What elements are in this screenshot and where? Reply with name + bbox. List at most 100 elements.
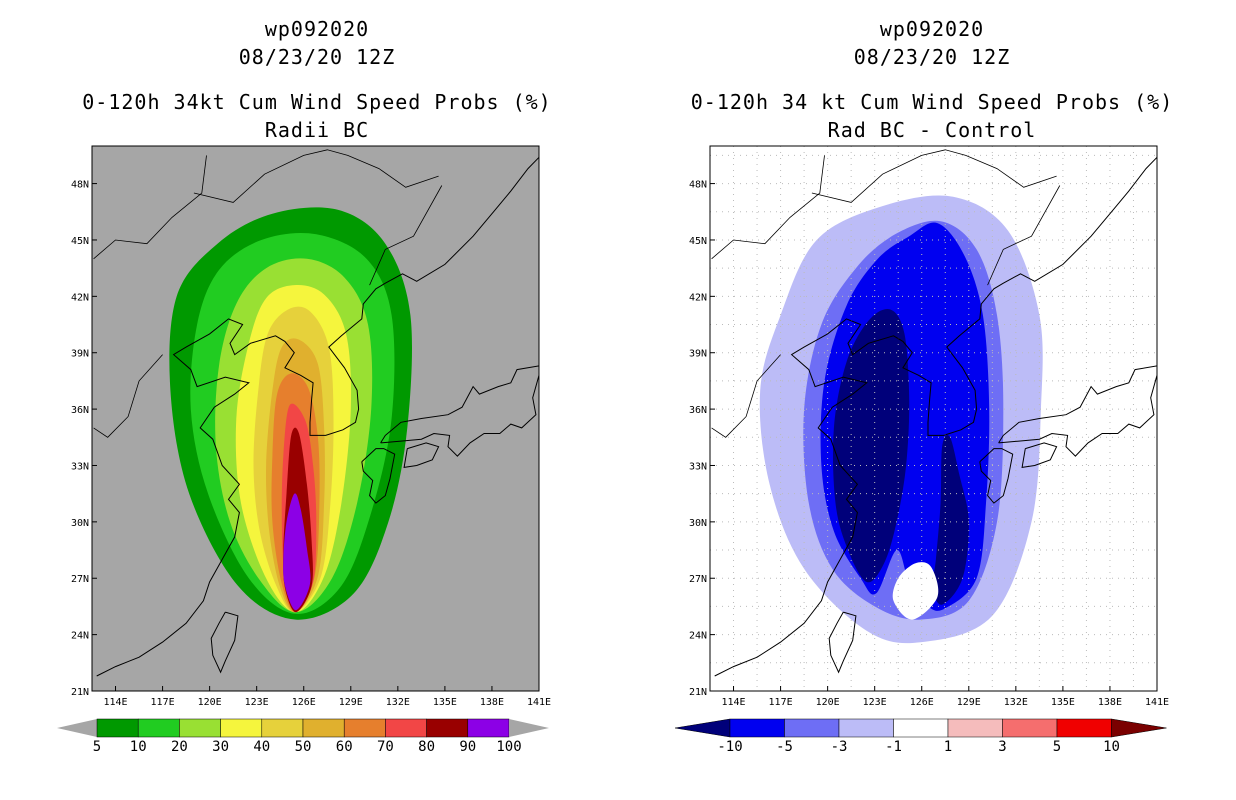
coastline [210, 611, 239, 674]
colorbar-swatch [96, 718, 139, 738]
coastline [714, 156, 1157, 677]
colorbar-swatch [261, 718, 304, 738]
lat-label: 48N [71, 180, 89, 191]
lat-label: 36N [71, 405, 89, 416]
product-title: 0-120h 34 kt Cum Wind Speed Probs (%) [690, 90, 1174, 114]
subtitle: Radii BC [264, 118, 370, 142]
lat-label: 33N [689, 461, 707, 472]
lat-label: 24N [689, 631, 707, 642]
colorbar-label: 100 [496, 739, 521, 755]
diff-near-zero [892, 562, 939, 620]
difference-map: 48N 45N 42N 39N 36N 33N 30N 27N 24N 21N 114E 117E 12… [674, 145, 1169, 755]
colorbar-swatch [137, 718, 180, 738]
coastline [1021, 442, 1058, 468]
colorbar-label: 20 [171, 739, 188, 755]
colorbar-label: -10 [717, 739, 742, 755]
colorbar-label: -1 [885, 739, 902, 755]
lat-label: 30N [71, 518, 89, 529]
storm-id: wp092020 [264, 17, 370, 41]
colorbar-label: 5 [1053, 739, 1061, 755]
colorbar-label: 5 [93, 739, 101, 755]
lat-label: 24N [71, 631, 89, 642]
coastline [403, 442, 440, 468]
colorbar-swatch [385, 718, 427, 738]
border-line [711, 354, 781, 438]
diff-contour-dark-west [832, 308, 910, 583]
colorbar-swatch [784, 718, 840, 738]
lat-label: 36N [689, 405, 707, 416]
datetime: 08/23/20 12Z [238, 45, 396, 69]
colorbar-arrow-low [674, 718, 731, 738]
lat-label: 45N [71, 236, 89, 247]
border-line [193, 149, 439, 203]
colorbar-label: 40 [253, 739, 270, 755]
lon-label: 117E [769, 697, 793, 708]
border-line [93, 155, 207, 260]
colorbar-swatch [838, 718, 894, 738]
diff-contour-dark-east [932, 435, 969, 605]
colorbar-label: 30 [212, 739, 229, 755]
colorbar: 5 10 20 30 40 50 60 70 80 90 100 [57, 718, 549, 755]
lon-label: 138E [1098, 697, 1122, 708]
lat-label: 21N [689, 687, 707, 698]
lon-label: 129E [957, 697, 981, 708]
coastline [96, 156, 539, 677]
colorbar-label: 3 [998, 739, 1006, 755]
subtitle: Rad BC - Control [827, 118, 1037, 142]
border-line [711, 155, 825, 260]
lat-label: 27N [71, 574, 89, 585]
colorbar-swatch [947, 718, 1003, 738]
colorbar-swatch [467, 718, 510, 738]
lon-label: 123E [245, 697, 269, 708]
map-layers [93, 149, 539, 677]
lon-label: 141E [527, 697, 551, 708]
lat-label: 39N [71, 349, 89, 360]
lon-label: 114E [721, 697, 745, 708]
border-line [369, 185, 443, 286]
lat-label: 42N [689, 292, 707, 303]
map-layers [710, 146, 1157, 691]
colorbar: -10 -5 -3 -1 1 3 5 10 [674, 718, 1167, 755]
lat-label: 39N [689, 349, 707, 360]
coastline [979, 448, 1014, 504]
colorbar-swatch [1056, 718, 1112, 738]
lat-label: 45N [689, 236, 707, 247]
colorbar-swatch [179, 718, 221, 738]
lat-label: 33N [71, 461, 89, 472]
lon-label: 120E [198, 697, 222, 708]
coastline [828, 611, 857, 674]
map-frame [91, 145, 540, 692]
colorbar-label: -5 [776, 739, 793, 755]
lat-label: 42N [71, 292, 89, 303]
lon-label: 132E [1004, 697, 1028, 708]
colorbar-swatch [426, 718, 469, 738]
lon-label: 117E [151, 697, 175, 708]
colorbar-swatch [729, 718, 785, 738]
lon-label: 126E [292, 697, 316, 708]
lon-label: 135E [1051, 697, 1075, 708]
colorbar-swatch [893, 718, 949, 738]
left-panel: wp092020 08/23/20 12Z 0-120h 34kt Cum Wi… [57, 17, 551, 755]
storm-id: wp092020 [879, 17, 985, 41]
lon-label: 126E [910, 697, 934, 708]
right-panel: wp092020 08/23/20 12Z 0-120h 34 kt Cum W… [618, 0, 1236, 800]
probability-map: 48N 45N 42N 39N 36N 33N 30N 27N 24N 21N 114E 117E 12… [57, 145, 551, 755]
datetime: 08/23/20 12Z [853, 45, 1011, 69]
colorbar-label: 80 [418, 739, 435, 755]
colorbar-label: 1 [944, 739, 952, 755]
colorbar-label: 60 [336, 739, 353, 755]
border-line [93, 354, 163, 438]
map-frame [709, 145, 1158, 692]
lon-label: 114E [103, 697, 127, 708]
coastline [998, 365, 1157, 457]
colorbar-label: 10 [130, 739, 147, 755]
border-line [811, 149, 1057, 203]
colorbar-arrow-low [57, 719, 97, 737]
lon-label: 141E [1145, 697, 1169, 708]
colorbar-label: 50 [295, 739, 312, 755]
colorbar-label: -3 [831, 739, 848, 755]
product-title: 0-120h 34kt Cum Wind Speed Probs (%) [82, 90, 552, 114]
lat-label: 48N [689, 180, 707, 191]
colorbar-label: 70 [377, 739, 394, 755]
colorbar-swatch [1002, 718, 1058, 738]
